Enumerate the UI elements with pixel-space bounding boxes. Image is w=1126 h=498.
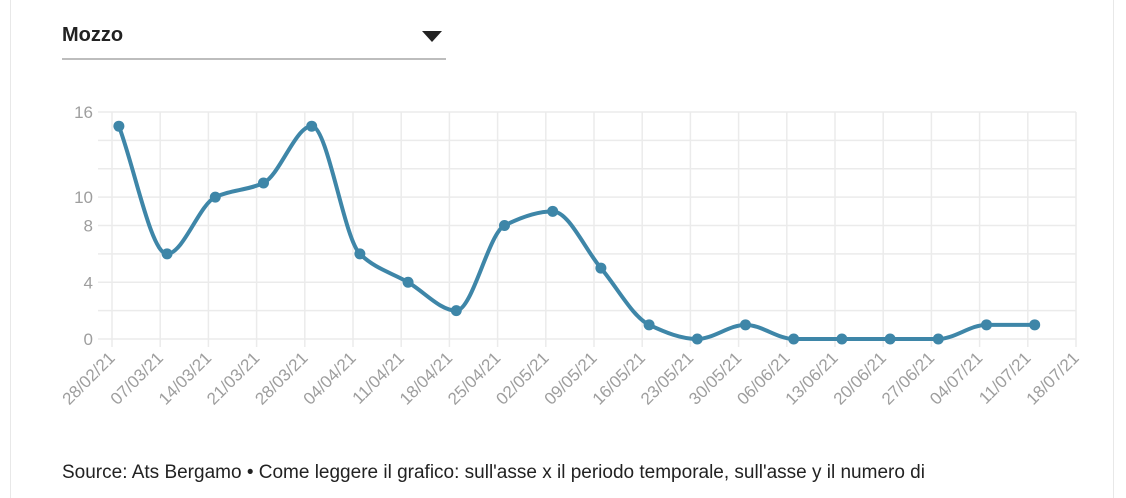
- data-point[interactable]: [402, 276, 414, 288]
- data-point[interactable]: [547, 205, 559, 217]
- y-tick-label: 8: [84, 217, 93, 236]
- x-tick-label: 21/03/21: [203, 348, 263, 408]
- data-point[interactable]: [788, 333, 800, 345]
- x-tick-label: 30/05/21: [685, 348, 745, 408]
- y-tick-label: 0: [84, 330, 93, 349]
- chart-series: [113, 120, 1041, 345]
- line-chart: 0 4 8 10 16 28/02/2107/03/2114/03/2121/03/21…: [59, 103, 1083, 409]
- municipality-dropdown[interactable]: Mozzo: [62, 18, 446, 60]
- x-tick-label: 04/07/21: [926, 348, 986, 408]
- chart-gridlines: [98, 111, 1077, 347]
- data-point[interactable]: [306, 120, 318, 132]
- x-tick-label: 04/04/21: [300, 348, 360, 408]
- series-line: [117, 124, 1035, 341]
- x-axis-ticks: 28/02/2107/03/2114/03/2121/03/2128/03/21…: [59, 348, 1083, 408]
- x-tick-label: 18/07/21: [1023, 348, 1083, 408]
- data-point[interactable]: [836, 333, 848, 345]
- data-point[interactable]: [739, 319, 751, 331]
- data-point[interactable]: [257, 177, 269, 189]
- y-tick-label: 16: [74, 103, 93, 122]
- data-point[interactable]: [113, 120, 125, 132]
- y-tick-label: 4: [84, 273, 93, 292]
- data-point[interactable]: [209, 191, 221, 203]
- x-tick-label: 25/04/21: [444, 348, 504, 408]
- y-axis-ticks: 0 4 8 10 16: [74, 103, 93, 349]
- data-point[interactable]: [354, 248, 366, 260]
- x-tick-label: 06/06/21: [733, 348, 793, 408]
- data-point[interactable]: [1029, 319, 1041, 331]
- caret-down-icon[interactable]: [422, 31, 442, 42]
- data-point[interactable]: [450, 305, 462, 317]
- frame-border-left: [10, 0, 11, 498]
- data-point[interactable]: [884, 333, 896, 345]
- x-tick-label: 02/05/21: [492, 348, 552, 408]
- data-point[interactable]: [691, 333, 703, 345]
- data-point[interactable]: [595, 262, 607, 274]
- y-tick-label: 10: [74, 188, 93, 207]
- data-point[interactable]: [932, 333, 944, 345]
- source-caption: Source: Ats Bergamo • Come leggere il gr…: [62, 462, 925, 483]
- dropdown-selected-value: Mozzo: [62, 24, 124, 46]
- x-tick-label: 28/03/21: [251, 348, 311, 408]
- data-point[interactable]: [161, 248, 173, 260]
- data-point[interactable]: [498, 220, 510, 231]
- frame-border-right: [1113, 0, 1114, 498]
- data-point[interactable]: [643, 319, 655, 331]
- data-point[interactable]: [980, 319, 992, 331]
